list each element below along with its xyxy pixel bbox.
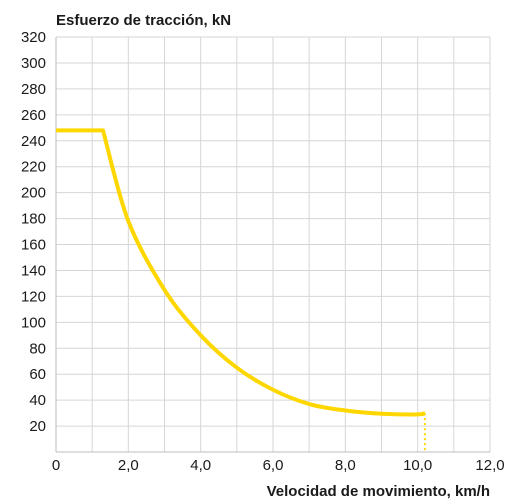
y-tick-label: 200 — [21, 185, 46, 202]
y-tick-label: 160 — [21, 237, 46, 254]
x-tick-label: 6,0 — [263, 457, 284, 474]
x-tick-label: 2,0 — [118, 457, 139, 474]
y-tick-label: 240 — [21, 133, 46, 150]
y-tick-label: 300 — [21, 55, 46, 72]
y-tick-label: 100 — [21, 314, 46, 331]
chart-axes — [55, 37, 490, 453]
y-tick-label: 320 — [21, 29, 46, 46]
x-tick-label: 8,0 — [335, 457, 356, 474]
plot-area — [56, 128, 426, 452]
y-tick-labels: 320 300 280 260 240 220 200 180 160 140 120 100 80 60… — [21, 29, 46, 435]
y-tick-label: 80 — [29, 340, 46, 357]
y-tick-label: 140 — [21, 262, 46, 279]
y-tick-label: 180 — [21, 211, 46, 228]
y-tick-label: 280 — [21, 81, 46, 98]
y-tick-label: 220 — [21, 159, 46, 176]
chart-grid — [56, 36, 491, 452]
x-tick-label: 10,0 — [403, 457, 432, 474]
x-axis-title: Velocidad de movimiento, km/h — [267, 483, 490, 500]
x-tick-labels: 0 2,0 4,0 6,0 8,0 10,0 12,0 — [52, 457, 505, 474]
x-tick-label: 4,0 — [190, 457, 211, 474]
y-tick-label: 260 — [21, 107, 46, 124]
y-tick-label: 120 — [21, 288, 46, 305]
x-tick-label: 12,0 — [475, 457, 504, 474]
x-tick-label: 0 — [52, 457, 60, 474]
y-axis-title: Esfuerzo de tracción, kN — [56, 12, 231, 29]
y-tick-label: 40 — [29, 392, 46, 409]
y-tick-label: 60 — [29, 366, 46, 383]
y-tick-label: 20 — [29, 418, 46, 435]
series-line — [56, 128, 426, 417]
